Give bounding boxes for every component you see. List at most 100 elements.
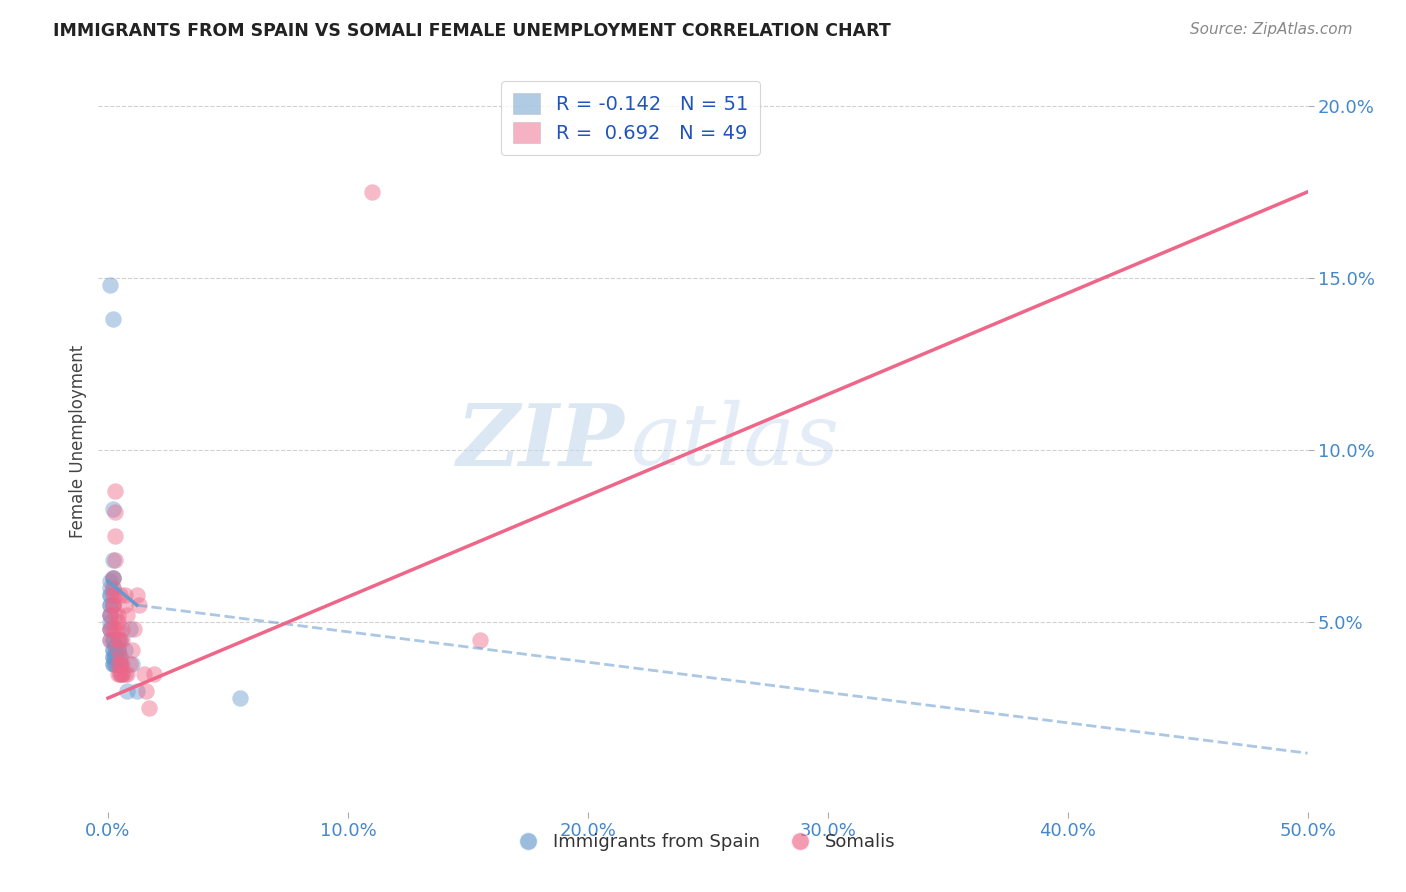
Point <box>101 553 124 567</box>
Legend: Immigrants from Spain, Somalis: Immigrants from Spain, Somalis <box>503 826 903 858</box>
Point <box>101 649 124 664</box>
Point <box>107 643 129 657</box>
Point <box>100 622 122 636</box>
Point <box>124 622 146 636</box>
Point <box>125 684 148 698</box>
Point <box>229 691 252 706</box>
Point <box>100 581 122 595</box>
Point <box>101 622 124 636</box>
Point <box>101 312 124 326</box>
Point <box>104 657 127 671</box>
Point <box>100 277 122 292</box>
Point <box>101 581 124 595</box>
Point <box>107 615 129 630</box>
Point <box>115 608 138 623</box>
Point <box>107 643 129 657</box>
Text: ZIP: ZIP <box>457 400 624 483</box>
Point <box>104 505 127 519</box>
Point <box>101 649 124 664</box>
Point <box>101 598 124 612</box>
Point <box>115 667 138 681</box>
Point <box>107 622 129 636</box>
Point <box>107 632 129 647</box>
Point <box>107 667 129 681</box>
Point <box>114 643 136 657</box>
Point <box>128 598 150 612</box>
Point <box>101 598 124 612</box>
Point <box>108 657 131 671</box>
Text: Source: ZipAtlas.com: Source: ZipAtlas.com <box>1189 22 1353 37</box>
Point <box>108 649 131 664</box>
Point <box>114 667 136 681</box>
Point <box>100 588 122 602</box>
Point <box>104 484 127 499</box>
Point <box>361 185 384 199</box>
Point <box>104 649 127 664</box>
Point <box>100 598 122 612</box>
Point <box>108 588 131 602</box>
Point <box>107 649 129 664</box>
Point <box>104 553 127 567</box>
Point <box>111 667 134 681</box>
Point <box>101 643 124 657</box>
Point <box>118 657 141 671</box>
Point <box>104 649 127 664</box>
Point <box>101 598 124 612</box>
Point <box>108 667 131 681</box>
Point <box>135 684 157 698</box>
Point <box>111 632 134 647</box>
Point <box>121 657 143 671</box>
Point <box>132 667 155 681</box>
Point <box>104 649 127 664</box>
Point <box>468 632 491 647</box>
Point <box>108 632 131 647</box>
Point <box>100 608 122 623</box>
Point <box>100 622 122 636</box>
Point <box>100 632 122 647</box>
Point <box>104 622 127 636</box>
Point <box>108 667 131 681</box>
Point <box>138 701 160 715</box>
Point <box>108 649 131 664</box>
Point <box>101 588 124 602</box>
Point <box>107 657 129 671</box>
Point <box>111 657 134 671</box>
Point <box>100 615 122 630</box>
Point <box>121 643 143 657</box>
Point <box>114 598 136 612</box>
Point <box>104 640 127 654</box>
Point <box>101 570 124 584</box>
Point <box>101 570 124 584</box>
Point <box>100 598 122 612</box>
Point <box>100 622 122 636</box>
Point <box>101 632 124 647</box>
Point <box>100 632 122 647</box>
Y-axis label: Female Unemployment: Female Unemployment <box>69 345 87 538</box>
Point <box>118 622 141 636</box>
Point <box>107 657 129 671</box>
Point <box>101 632 124 647</box>
Point <box>104 657 127 671</box>
Point <box>107 643 129 657</box>
Text: atlas: atlas <box>630 401 839 483</box>
Point <box>101 643 124 657</box>
Point <box>101 501 124 516</box>
Point <box>142 667 165 681</box>
Point <box>108 632 131 647</box>
Point <box>104 640 127 654</box>
Point <box>101 657 124 671</box>
Point <box>115 684 138 698</box>
Point <box>104 529 127 543</box>
Point <box>114 588 136 602</box>
Point <box>101 657 124 671</box>
Point <box>100 608 122 623</box>
Point <box>108 657 131 671</box>
Point <box>125 588 148 602</box>
Point <box>100 588 122 602</box>
Point <box>101 570 124 584</box>
Point <box>111 667 134 681</box>
Point <box>107 632 129 647</box>
Point <box>107 608 129 623</box>
Point <box>108 657 131 671</box>
Point <box>104 608 127 623</box>
